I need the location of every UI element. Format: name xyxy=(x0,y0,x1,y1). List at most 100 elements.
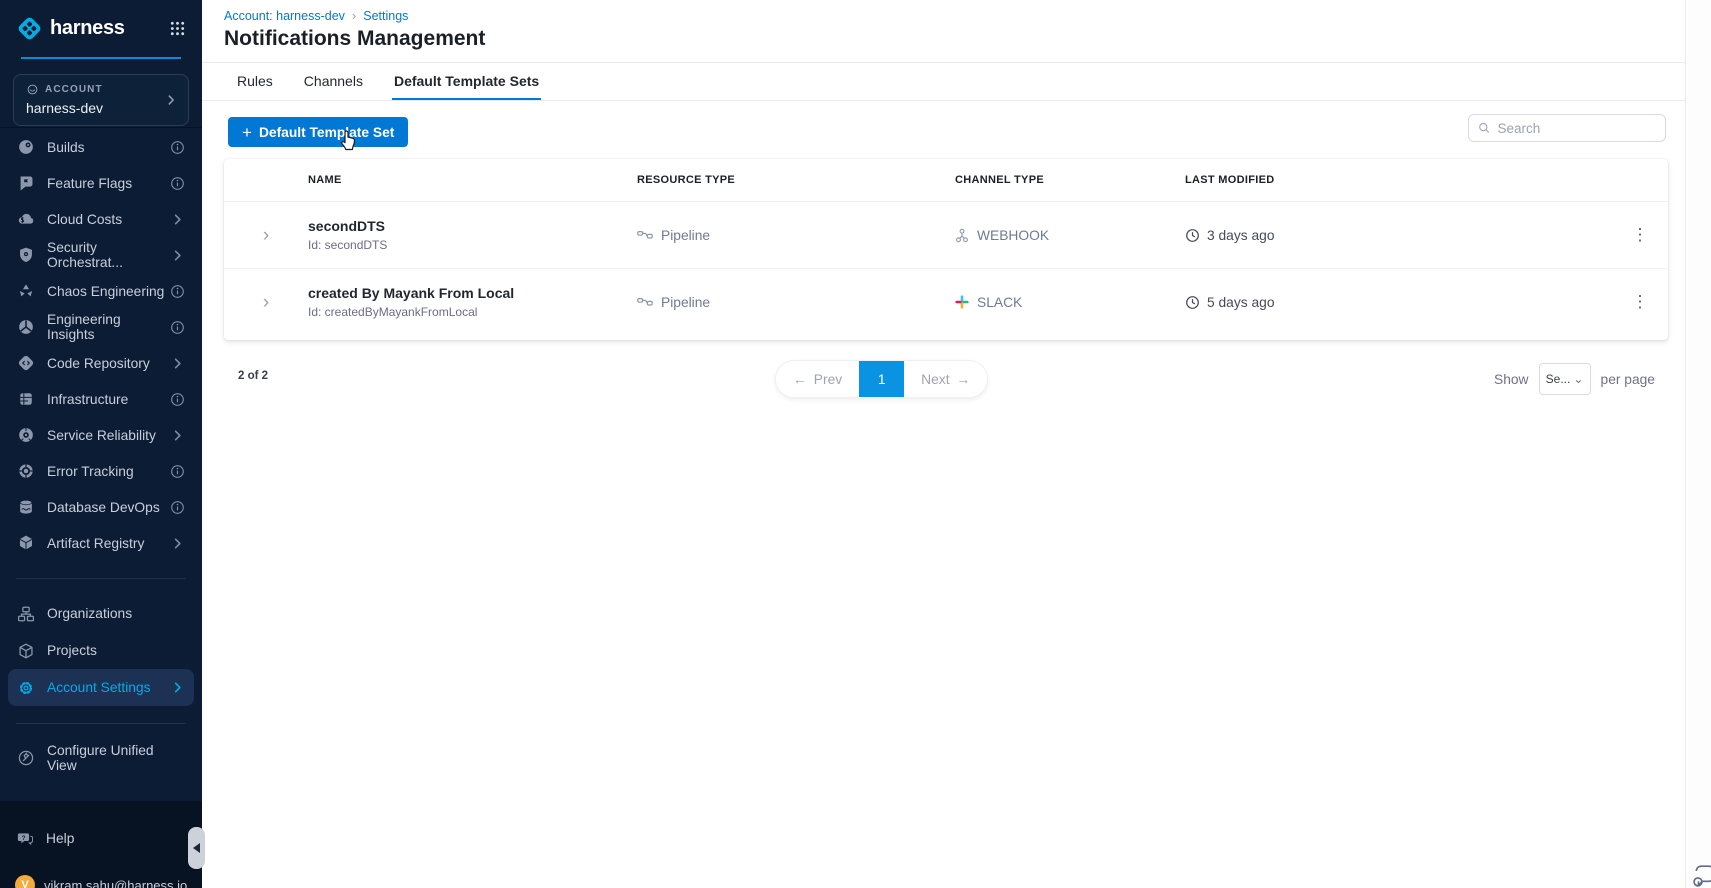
page-size-select[interactable]: Se... ⌄ xyxy=(1538,363,1591,395)
account-selector[interactable]: ACCOUNT harness-dev xyxy=(13,74,189,126)
apps-grid-icon[interactable] xyxy=(169,20,186,37)
sidebar-item-error-tracking[interactable]: Error Tracking xyxy=(0,453,202,489)
sidebar-item-label: Security Orchestrat... xyxy=(47,240,123,270)
feature-flags-icon xyxy=(17,174,35,192)
organizations-icon xyxy=(17,605,35,623)
info-icon[interactable] xyxy=(170,464,185,479)
show-label: Show xyxy=(1494,371,1529,387)
sidebar-item-service-reliability[interactable]: Service Reliability xyxy=(0,417,202,453)
chevron-right-icon xyxy=(170,536,185,551)
collapse-arrow-icon xyxy=(193,843,200,853)
harness-logo-icon xyxy=(18,17,41,40)
sidebar-item-cloud-costs[interactable]: Cloud Costs xyxy=(0,201,202,237)
row-menu-kebab-icon[interactable]: ⋮ xyxy=(1631,225,1649,245)
sidebar-item-infrastructure[interactable]: Infrastructure xyxy=(0,381,202,417)
info-icon[interactable] xyxy=(170,140,185,155)
chevron-down-icon: ⌄ xyxy=(1573,372,1584,386)
sidebar-item-account-settings[interactable]: Account Settings xyxy=(8,669,194,706)
sidebar-item-artifact-registry[interactable]: Artifact Registry xyxy=(0,525,202,561)
avatar: V xyxy=(15,875,35,888)
breadcrumb: Account: harness-dev › Settings xyxy=(224,8,408,23)
user-email: vikram.sahu@harness.io xyxy=(44,877,188,888)
sidebar-item-label: Error Tracking xyxy=(47,463,134,479)
sidebar: harness ACCOUNT harness-dev Builds Featu… xyxy=(0,0,202,888)
info-icon[interactable] xyxy=(170,500,185,515)
search-input[interactable] xyxy=(1497,120,1656,136)
sidebar-item-engineering-insights[interactable]: Engineering Insights xyxy=(0,309,202,345)
sidebar-item-label: Engineering Insights xyxy=(47,312,121,342)
header-accent-line xyxy=(21,57,181,59)
table-row[interactable]: › secondDTS Id: secondDTS Pipeline WEBHO… xyxy=(224,201,1668,268)
info-icon[interactable] xyxy=(170,284,185,299)
sidebar-item-label: Database DevOps xyxy=(47,499,160,515)
configure-unified-view-icon xyxy=(17,749,35,767)
support-chat-icon[interactable] xyxy=(1692,864,1711,888)
plus-icon: + xyxy=(242,122,252,142)
help-chat-icon xyxy=(17,830,34,847)
info-icon[interactable] xyxy=(170,392,185,407)
sidebar-item-label: Artifact Registry xyxy=(47,535,145,551)
info-icon[interactable] xyxy=(170,176,185,191)
row-expand-chevron-icon[interactable]: › xyxy=(262,291,270,313)
tab-default-template-sets[interactable]: Default Template Sets xyxy=(391,63,542,100)
sidebar-item-label: Builds xyxy=(47,139,85,155)
service-reliability-icon xyxy=(17,426,35,444)
sidebar-item-configure-unified-view[interactable]: Configure Unified View xyxy=(0,740,202,776)
database-icon xyxy=(17,498,35,516)
tabs-bar: Rules Channels Default Template Sets xyxy=(202,62,1685,101)
sidebar-item-code-repository[interactable]: Code Repository xyxy=(0,345,202,381)
page-title: Notifications Management xyxy=(224,27,486,50)
sidebar-collapse-handle[interactable] xyxy=(188,827,205,869)
sidebar-item-label: Chaos Engineering xyxy=(47,283,165,299)
infrastructure-icon xyxy=(17,390,35,408)
tab-rules[interactable]: Rules xyxy=(237,72,273,89)
sidebar-item-label: Infrastructure xyxy=(47,391,129,407)
prev-label: Prev xyxy=(813,371,843,387)
sidebar-item-label: Projects xyxy=(47,643,97,658)
info-icon[interactable] xyxy=(170,320,185,335)
account-label: ACCOUNT xyxy=(45,84,103,95)
resource-type-value: Pipeline xyxy=(661,227,711,243)
sidebar-item-builds[interactable]: Builds xyxy=(0,129,202,165)
arrow-left-icon: ← xyxy=(793,371,807,387)
breadcrumb-account-link[interactable]: Account: harness-dev xyxy=(224,8,345,23)
sidebar-item-label: Service Reliability xyxy=(47,427,156,443)
new-default-template-set-button[interactable]: + Default Template Set xyxy=(228,117,409,147)
template-set-name: secondDTS xyxy=(308,218,386,234)
tab-channels[interactable]: Channels xyxy=(303,72,363,89)
row-menu-kebab-icon[interactable]: ⋮ xyxy=(1631,292,1649,312)
last-modified-value: 5 days ago xyxy=(1207,294,1275,310)
column-header-channel-type: CHANNEL TYPE xyxy=(955,174,1044,186)
sidebar-secondary: Organizations Projects Account Settings xyxy=(0,595,202,706)
search-icon xyxy=(1478,121,1490,135)
sidebar-item-feature-flags[interactable]: Feature Flags xyxy=(0,165,202,201)
pagination: 2 of 2 ← Prev 1 Next → Show Se... ⌄ per … xyxy=(202,358,1685,400)
help-button[interactable]: Help xyxy=(0,827,202,849)
template-set-name: created By Mayank From Local xyxy=(308,285,515,301)
chevron-right-icon xyxy=(170,356,185,371)
webhook-icon xyxy=(955,228,969,243)
chevron-right-icon xyxy=(164,93,178,107)
pipeline-icon xyxy=(637,295,653,309)
sidebar-item-organizations[interactable]: Organizations xyxy=(0,595,202,632)
sidebar-item-projects[interactable]: Projects xyxy=(0,632,202,669)
pipeline-icon xyxy=(637,228,653,242)
sidebar-item-security-orchestration[interactable]: Security Orchestrat... xyxy=(0,237,202,273)
page-size-control: Show Se... ⌄ per page xyxy=(1494,363,1655,395)
sidebar-footer: Help V vikram.sahu@harness.io xyxy=(0,801,202,888)
table-row[interactable]: › created By Mayank From Local Id: creat… xyxy=(224,268,1668,335)
template-set-id: Id: createdByMayankFromLocal xyxy=(308,305,478,319)
breadcrumb-settings-link[interactable]: Settings xyxy=(363,8,409,23)
page-number-button[interactable]: 1 xyxy=(859,361,905,397)
projects-icon xyxy=(17,642,35,660)
row-expand-chevron-icon[interactable]: › xyxy=(262,224,270,246)
next-page-button[interactable]: Next → xyxy=(904,361,988,397)
sidebar-item-chaos-engineering[interactable]: Chaos Engineering xyxy=(0,273,202,309)
user-menu[interactable]: V vikram.sahu@harness.io xyxy=(0,873,202,888)
account-icon xyxy=(26,83,39,96)
template-set-id: Id: secondDTS xyxy=(308,238,388,252)
shield-icon xyxy=(17,246,35,264)
prev-page-button[interactable]: ← Prev xyxy=(776,361,860,397)
sidebar-item-database-devops[interactable]: Database DevOps xyxy=(0,489,202,525)
per-page-label: per page xyxy=(1600,371,1655,387)
